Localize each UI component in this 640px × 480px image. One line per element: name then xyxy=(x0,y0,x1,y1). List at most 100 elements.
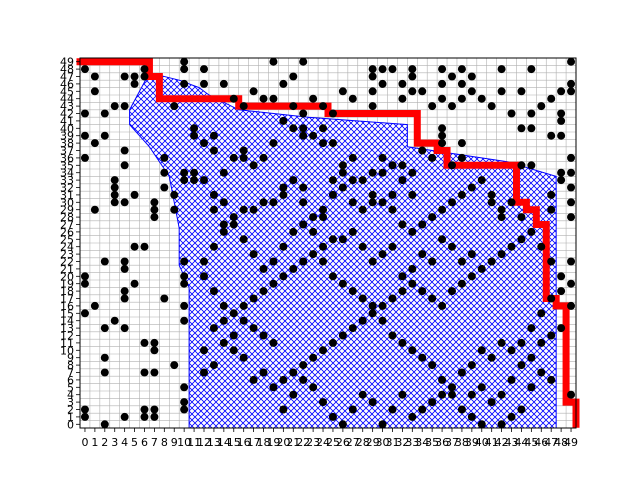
y-tick-label: 45 xyxy=(60,85,74,98)
obstacle-point xyxy=(527,227,536,236)
obstacle-point xyxy=(497,338,506,347)
y-tick-label: 10 xyxy=(60,344,74,357)
obstacle-point xyxy=(279,242,288,251)
y-tick-label: 28 xyxy=(60,211,74,224)
y-tick-label: 9 xyxy=(67,352,74,365)
obstacle-point xyxy=(398,79,407,88)
obstacle-point xyxy=(378,153,387,162)
x-tick-label: 38 xyxy=(455,436,469,449)
obstacle-point xyxy=(487,102,496,111)
x-tick-label: 26 xyxy=(336,436,350,449)
obstacle-point xyxy=(180,383,189,392)
obstacle-points xyxy=(80,57,576,429)
obstacle-point xyxy=(80,131,89,140)
obstacle-point xyxy=(219,79,228,88)
obstacle-point xyxy=(140,412,149,421)
obstacle-point xyxy=(497,390,506,399)
obstacle-point xyxy=(467,183,476,192)
y-tick-label: 24 xyxy=(60,241,74,254)
obstacle-point xyxy=(477,383,486,392)
obstacle-point xyxy=(309,383,318,392)
obstacle-point xyxy=(348,405,357,414)
obstacle-point xyxy=(229,213,238,222)
y-tick-label: 8 xyxy=(67,359,74,372)
obstacle-point xyxy=(289,390,298,399)
obstacle-point xyxy=(309,131,318,140)
obstacle-point xyxy=(378,79,387,88)
obstacle-point xyxy=(259,198,268,207)
obstacle-point xyxy=(120,324,129,333)
obstacle-point xyxy=(467,412,476,421)
x-tick-label: 3 xyxy=(111,436,118,449)
obstacle-point xyxy=(328,235,337,244)
obstacle-point xyxy=(200,79,208,88)
obstacle-point xyxy=(388,331,397,340)
path-polyline xyxy=(76,58,580,428)
obstacle-point xyxy=(120,102,129,111)
obstacle-point xyxy=(338,331,347,340)
obstacle-point xyxy=(378,250,387,259)
obstacle-point xyxy=(249,324,258,333)
obstacle-point xyxy=(348,153,357,162)
x-tick-label: 39 xyxy=(465,436,479,449)
obstacle-point xyxy=(368,72,377,81)
obstacle-point xyxy=(467,361,476,370)
obstacle-point xyxy=(80,153,89,162)
x-tick-label: 36 xyxy=(435,436,449,449)
obstacle-point xyxy=(477,420,486,429)
obstacle-point xyxy=(348,227,357,236)
obstacle-point xyxy=(438,139,447,148)
x-tick-label: 18 xyxy=(257,436,271,449)
obstacle-point xyxy=(338,87,347,96)
obstacle-point xyxy=(150,346,159,355)
obstacle-point xyxy=(299,198,308,207)
obstacle-point xyxy=(378,65,387,74)
obstacle-point xyxy=(537,338,546,347)
y-tick-label: 22 xyxy=(60,256,74,269)
obstacle-point xyxy=(319,139,328,148)
y-tick-label: 38 xyxy=(60,137,74,150)
obstacle-point xyxy=(368,309,377,318)
obstacle-point xyxy=(219,316,228,325)
obstacle-point xyxy=(150,205,159,214)
obstacle-point xyxy=(229,94,238,103)
obstacle-point xyxy=(348,176,357,185)
obstacle-point xyxy=(229,220,238,229)
obstacle-point xyxy=(110,102,119,111)
obstacle-point xyxy=(209,287,218,296)
obstacle-point xyxy=(90,87,99,96)
obstacle-point xyxy=(448,161,456,170)
obstacle-point xyxy=(497,65,506,74)
obstacle-point xyxy=(338,161,347,170)
x-tick-label: 33 xyxy=(405,436,419,449)
obstacle-point xyxy=(467,390,476,399)
obstacle-point xyxy=(120,264,129,273)
obstacle-point xyxy=(269,279,278,288)
obstacle-point xyxy=(408,279,417,288)
obstacle-point xyxy=(299,131,308,140)
obstacle-point xyxy=(150,405,159,414)
y-tick-label: 1 xyxy=(67,411,74,424)
obstacle-point xyxy=(180,65,189,74)
y-tick-label: 49 xyxy=(60,56,74,69)
y-tick-label: 48 xyxy=(60,63,74,76)
obstacle-point xyxy=(517,405,526,414)
obstacle-point xyxy=(209,242,218,251)
obstacle-point xyxy=(219,220,228,229)
obstacle-point xyxy=(120,72,129,81)
y-tick-label: 46 xyxy=(60,78,74,91)
obstacle-point xyxy=(457,368,466,377)
x-axis: 0 1 2 3 4 5 6 7 8 9 101112131415161718192021222324… xyxy=(81,428,578,449)
obstacle-point xyxy=(547,375,556,384)
obstacle-point xyxy=(309,353,318,362)
obstacle-point xyxy=(150,412,159,421)
x-tick-label: 34 xyxy=(415,436,429,449)
obstacle-point xyxy=(319,346,328,355)
obstacle-point xyxy=(269,94,278,103)
obstacle-point xyxy=(209,190,218,199)
obstacle-point xyxy=(408,264,417,273)
obstacle-point xyxy=(180,57,189,66)
obstacle-point xyxy=(239,146,248,155)
y-tick-label: 31 xyxy=(60,189,74,202)
obstacle-point xyxy=(279,272,288,281)
